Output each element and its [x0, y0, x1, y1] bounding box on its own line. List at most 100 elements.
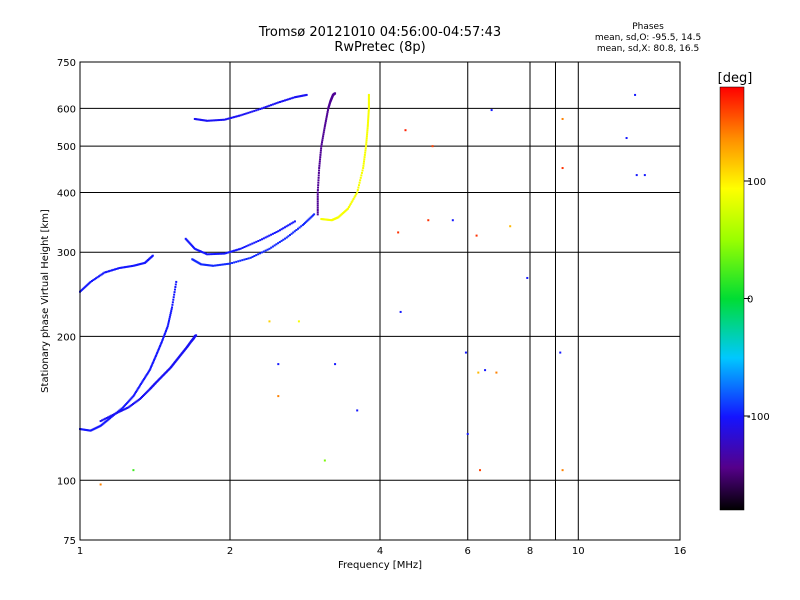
echo-point — [229, 116, 232, 119]
echo-point — [211, 253, 214, 256]
echo-point — [322, 133, 325, 136]
echo-point — [116, 267, 119, 270]
echo-point — [116, 411, 119, 414]
echo-point — [287, 98, 290, 101]
echo-point — [143, 376, 146, 379]
echo-point — [366, 131, 369, 134]
echo-point — [168, 319, 171, 322]
echo-point — [122, 406, 125, 409]
echo-point — [146, 372, 149, 375]
echo-point — [201, 263, 204, 266]
echo-point — [365, 143, 368, 146]
echo-point — [120, 407, 123, 410]
echo-point — [172, 296, 175, 299]
colorbar — [719, 86, 745, 511]
echo-point — [218, 119, 221, 122]
echo-point — [202, 119, 205, 122]
echo-point — [397, 231, 400, 234]
echo-point — [321, 141, 324, 144]
y-tick-label: 300 — [57, 248, 76, 259]
echo-point — [135, 400, 138, 403]
echo-point — [93, 427, 96, 430]
echo-point — [124, 266, 127, 269]
echo-point — [134, 401, 137, 404]
echo-point — [99, 274, 102, 277]
echo-point — [130, 403, 133, 406]
echo-point — [162, 336, 165, 339]
echo-point — [132, 264, 135, 267]
echo-point — [282, 227, 285, 230]
echo-point — [119, 408, 122, 411]
chart-subtitle: RwPretec (8p) — [334, 40, 426, 55]
echo-point — [299, 95, 302, 98]
x-axis-ticks: 1 2 4 6 8 10 16 — [77, 546, 687, 557]
echo-point — [479, 469, 482, 472]
y-axis-label: Stationary phase Virtual Height [km] — [40, 209, 51, 393]
echo-point — [317, 176, 320, 179]
echo-point — [207, 264, 210, 267]
echo-point — [561, 167, 564, 170]
echo-point — [326, 218, 329, 221]
echo-point — [214, 119, 217, 122]
echo-point — [262, 250, 265, 253]
echo-point — [163, 334, 166, 337]
phases-title: Phases — [632, 22, 664, 32]
echo-point — [271, 103, 274, 106]
echo-point — [165, 328, 168, 331]
echo-point — [466, 432, 469, 435]
echo-point — [285, 98, 288, 101]
echo-point — [305, 93, 308, 96]
echo-point — [295, 229, 298, 232]
echo-point — [325, 116, 328, 119]
echo-point — [277, 230, 280, 233]
echo-point — [113, 413, 116, 416]
echo-point — [266, 105, 269, 108]
echo-point — [288, 234, 291, 237]
echo-point — [320, 218, 323, 221]
echo-point — [318, 162, 321, 165]
echo-point — [159, 344, 162, 347]
echo-point — [366, 121, 369, 124]
echo-point — [316, 211, 319, 214]
echo-point — [201, 251, 204, 254]
echo-point — [251, 255, 254, 258]
x-tick-label: 8 — [527, 546, 533, 557]
echo-point — [321, 218, 324, 221]
echo-point — [156, 350, 159, 353]
echo-point — [128, 399, 131, 402]
echo-point — [132, 403, 135, 406]
echo-point — [160, 340, 163, 343]
echo-point — [80, 428, 83, 431]
echo-point — [362, 162, 365, 165]
echo-point — [324, 123, 327, 126]
echo-point — [211, 119, 214, 122]
echo-point — [245, 112, 248, 115]
echo-point — [95, 426, 98, 429]
echo-point — [364, 147, 367, 150]
echo-point — [195, 118, 198, 121]
echo-point — [365, 145, 368, 148]
echo-point — [316, 195, 319, 198]
echo-point — [356, 409, 359, 412]
echo-point — [109, 416, 112, 419]
echo-point — [239, 259, 242, 262]
echo-point — [102, 272, 105, 275]
echo-point — [110, 269, 113, 272]
echo-point — [484, 369, 487, 372]
echo-point — [87, 282, 90, 285]
echo-point — [363, 156, 366, 159]
echo-point — [300, 94, 303, 97]
echo-point — [89, 429, 92, 432]
echo-point — [261, 238, 264, 241]
echo-point — [108, 270, 111, 273]
echo-point — [300, 225, 303, 228]
echo-point — [323, 459, 326, 462]
echo-point — [399, 310, 402, 313]
y-tick-label: 600 — [57, 104, 76, 115]
echo-point — [328, 218, 331, 221]
echo-point — [101, 419, 104, 422]
echo-point — [228, 117, 231, 120]
echo-point — [237, 260, 240, 263]
echo-point — [366, 123, 369, 126]
